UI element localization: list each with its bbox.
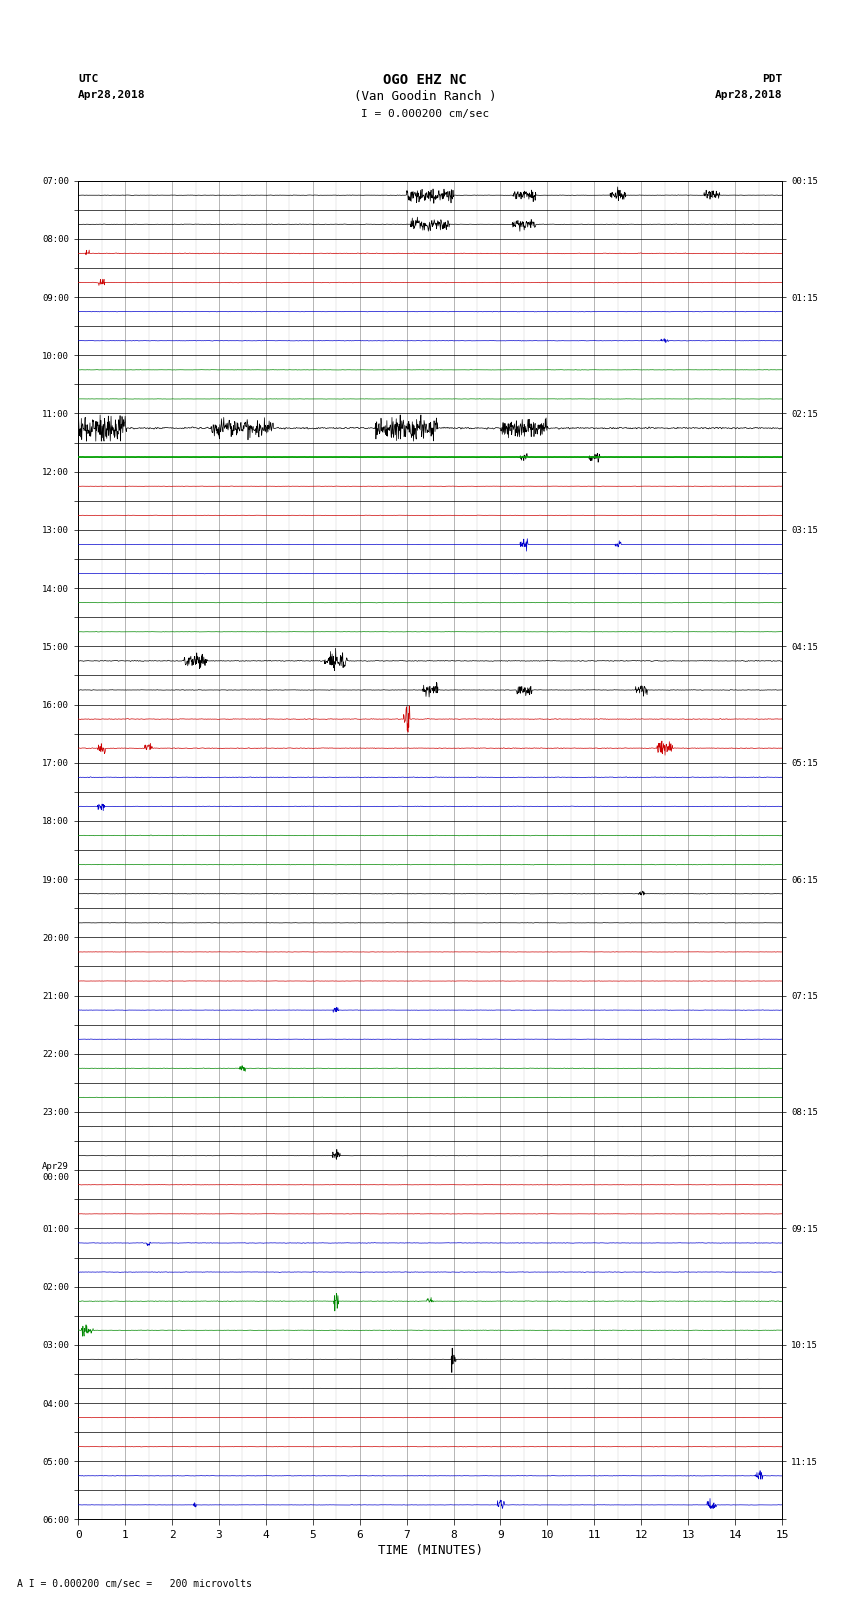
X-axis label: TIME (MINUTES): TIME (MINUTES): [377, 1544, 483, 1557]
Text: Apr28,2018: Apr28,2018: [715, 90, 782, 100]
Text: A I = 0.000200 cm/sec =   200 microvolts: A I = 0.000200 cm/sec = 200 microvolts: [17, 1579, 252, 1589]
Text: (Van Goodin Ranch ): (Van Goodin Ranch ): [354, 90, 496, 103]
Text: I = 0.000200 cm/sec: I = 0.000200 cm/sec: [361, 110, 489, 119]
Text: Apr28,2018: Apr28,2018: [78, 90, 145, 100]
Text: OGO EHZ NC: OGO EHZ NC: [383, 73, 467, 87]
Text: PDT: PDT: [762, 74, 782, 84]
Text: UTC: UTC: [78, 74, 99, 84]
